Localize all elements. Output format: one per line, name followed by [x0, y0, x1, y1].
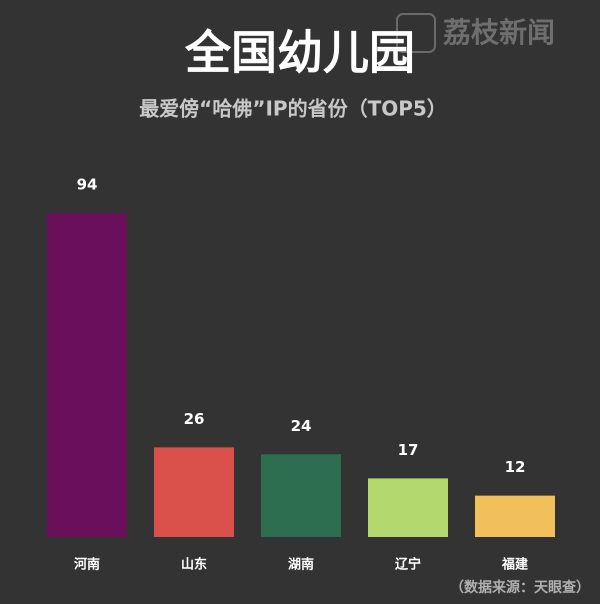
x-tick-label: 辽宁	[395, 557, 421, 573]
bar	[47, 213, 127, 537]
bar	[154, 447, 234, 537]
source-note: （数据来源：天眼查）	[450, 579, 590, 596]
x-tick-label: 福建	[501, 557, 528, 573]
watermark: 荔枝新闻	[443, 16, 555, 49]
data-label: 26	[184, 410, 205, 428]
data-label: 24	[291, 417, 312, 435]
data-label: 12	[505, 458, 526, 476]
bar	[475, 495, 555, 537]
data-label: 94	[77, 176, 98, 194]
x-tick-label: 湖南	[288, 557, 314, 573]
data-label: 17	[398, 441, 419, 459]
x-tick-label: 河南	[74, 557, 100, 573]
chart-subtitle: 最爱傍“哈佛”IP的省份（TOP5）	[139, 97, 447, 121]
watermark-icon	[396, 13, 436, 53]
chart-title: 全国幼儿园	[184, 26, 415, 80]
bar	[368, 478, 448, 537]
bar	[261, 454, 341, 537]
x-tick-label: 山东	[181, 557, 207, 573]
